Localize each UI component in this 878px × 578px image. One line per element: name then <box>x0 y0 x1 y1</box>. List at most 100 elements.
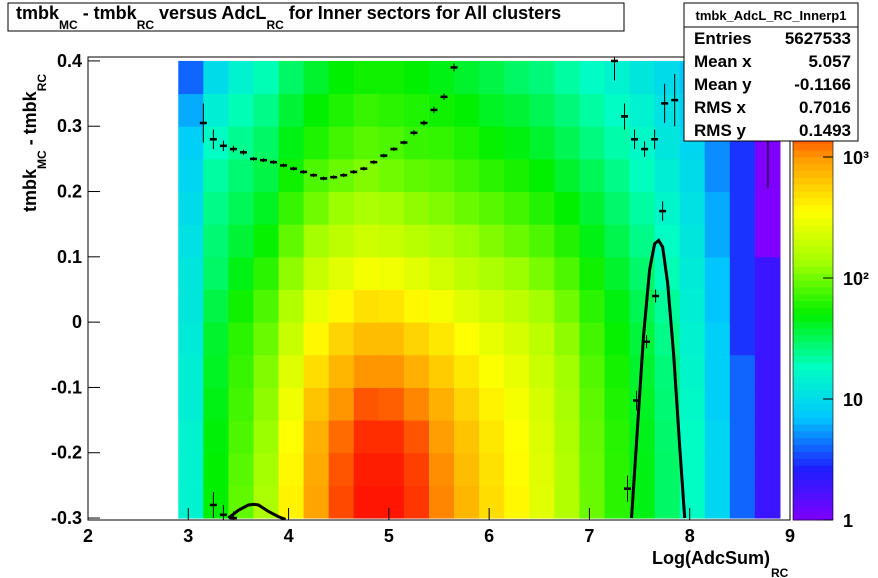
heatmap-cell <box>178 289 204 323</box>
heatmap-cell <box>353 256 380 290</box>
heatmap-cell <box>679 289 706 323</box>
x-axis-label: Log(AdcSum) <box>652 548 770 568</box>
heatmap-cell <box>353 420 380 454</box>
fit-curve <box>227 502 287 520</box>
heatmap-cell <box>303 322 330 356</box>
x-tick-label: 4 <box>284 526 294 546</box>
heatmap-cell <box>654 126 681 160</box>
heatmap-cell <box>579 289 605 323</box>
palette-box <box>793 376 833 384</box>
fit-curve <box>630 238 687 519</box>
heatmap-cell <box>479 126 505 160</box>
heatmap-cell <box>328 60 355 95</box>
heatmap-cell <box>353 158 380 193</box>
heatmap-cell <box>353 224 380 258</box>
heatmap-cell <box>454 224 480 258</box>
heatmap-cell <box>278 322 305 356</box>
heatmap-cell <box>704 191 731 225</box>
heatmap-cell <box>428 224 455 258</box>
heatmap-cell <box>729 191 756 225</box>
palette-box <box>793 465 833 473</box>
stats-value: -0.1166 <box>794 75 851 94</box>
heatmap-cell <box>529 485 555 519</box>
y-axis-label: tmbkMC - tmbkRC <box>20 74 49 212</box>
heatmap-cell <box>328 126 355 160</box>
palette-box <box>793 204 833 213</box>
y-tick-label: 0 <box>72 312 82 332</box>
y-label-text: tmbk <box>20 168 40 212</box>
heatmap-cell <box>428 322 455 356</box>
palette-box <box>793 396 833 405</box>
palette-box <box>793 225 833 233</box>
heatmap-cell <box>178 93 204 127</box>
heatmap-cell <box>554 60 580 95</box>
heatmap-cell <box>428 387 455 421</box>
heatmap-cell <box>554 420 580 454</box>
palette-box <box>793 348 833 357</box>
heatmap-cell <box>253 158 280 193</box>
heatmap-cell <box>228 126 254 160</box>
heatmap-cell <box>253 126 280 160</box>
heatmap-cell <box>403 126 430 160</box>
x-axis-label-sub: RC <box>771 566 789 578</box>
heatmap-cell <box>554 126 580 160</box>
heatmap-cell <box>378 485 405 519</box>
heatmap-cell <box>303 60 330 95</box>
heatmap-cell <box>729 420 756 454</box>
heatmap-cell <box>529 289 555 323</box>
heatmap-cell <box>579 485 605 519</box>
heatmap-cell <box>654 93 681 127</box>
heatmap-cell <box>353 387 380 421</box>
heatmap-cell <box>604 93 631 127</box>
heatmap-cell <box>529 93 555 127</box>
heatmap-cell <box>454 387 480 421</box>
palette-box <box>793 328 833 336</box>
heatmap-cell <box>579 126 605 160</box>
palette-box <box>793 485 833 494</box>
heatmap-cell <box>679 354 706 388</box>
heatmap-cell <box>454 60 480 95</box>
heatmap-cell <box>604 387 631 421</box>
heatmap-cell <box>203 354 229 388</box>
heatmap-cell <box>378 224 405 258</box>
heatmap-cell <box>328 322 355 356</box>
heatmap-cell <box>178 420 204 454</box>
heatmap-cell <box>629 387 656 421</box>
heatmap-cell <box>554 387 580 421</box>
heatmap-cell <box>579 256 605 290</box>
heatmap-cell <box>579 452 605 486</box>
title-text: tmbk <box>16 3 60 23</box>
heatmap-cell <box>654 60 681 95</box>
heatmap-cell <box>604 485 631 519</box>
heatmap-cell <box>629 224 656 258</box>
heatmap-cell <box>454 420 480 454</box>
palette-box <box>793 218 833 226</box>
x-tick-label: 8 <box>685 526 695 546</box>
heatmap-cell <box>278 452 305 486</box>
palette-box <box>793 403 833 411</box>
palette-box <box>793 197 833 206</box>
palette-box <box>793 417 833 425</box>
heatmap-cell <box>178 452 204 486</box>
heatmap-cell <box>604 126 631 160</box>
heatmap-cell <box>203 224 229 258</box>
heatmap-cell <box>278 485 305 519</box>
x-tick-label: 6 <box>484 526 494 546</box>
heatmap-cell <box>554 289 580 323</box>
heatmap-cell <box>554 93 580 127</box>
heatmap-cell <box>504 93 530 127</box>
heatmap-cell <box>679 322 706 356</box>
heatmap-cell <box>178 224 204 258</box>
heatmap-cell <box>579 224 605 258</box>
heatmap-cell <box>203 322 229 356</box>
heatmap-cell <box>353 60 380 95</box>
stats-value: 5627533 <box>785 29 851 48</box>
heatmap-cell <box>253 354 280 388</box>
heatmap-cell <box>529 256 555 290</box>
heatmap-cell <box>679 452 706 486</box>
stats-label: RMS y <box>694 121 747 140</box>
heatmap-cell <box>328 191 355 225</box>
palette-box <box>793 389 833 398</box>
heatmap-cell <box>353 93 380 127</box>
heatmap-cell <box>704 289 731 323</box>
